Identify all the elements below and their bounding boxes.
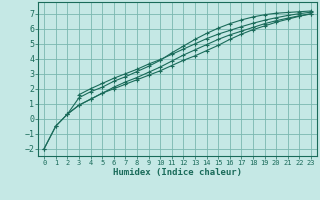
X-axis label: Humidex (Indice chaleur): Humidex (Indice chaleur) [113, 168, 242, 177]
